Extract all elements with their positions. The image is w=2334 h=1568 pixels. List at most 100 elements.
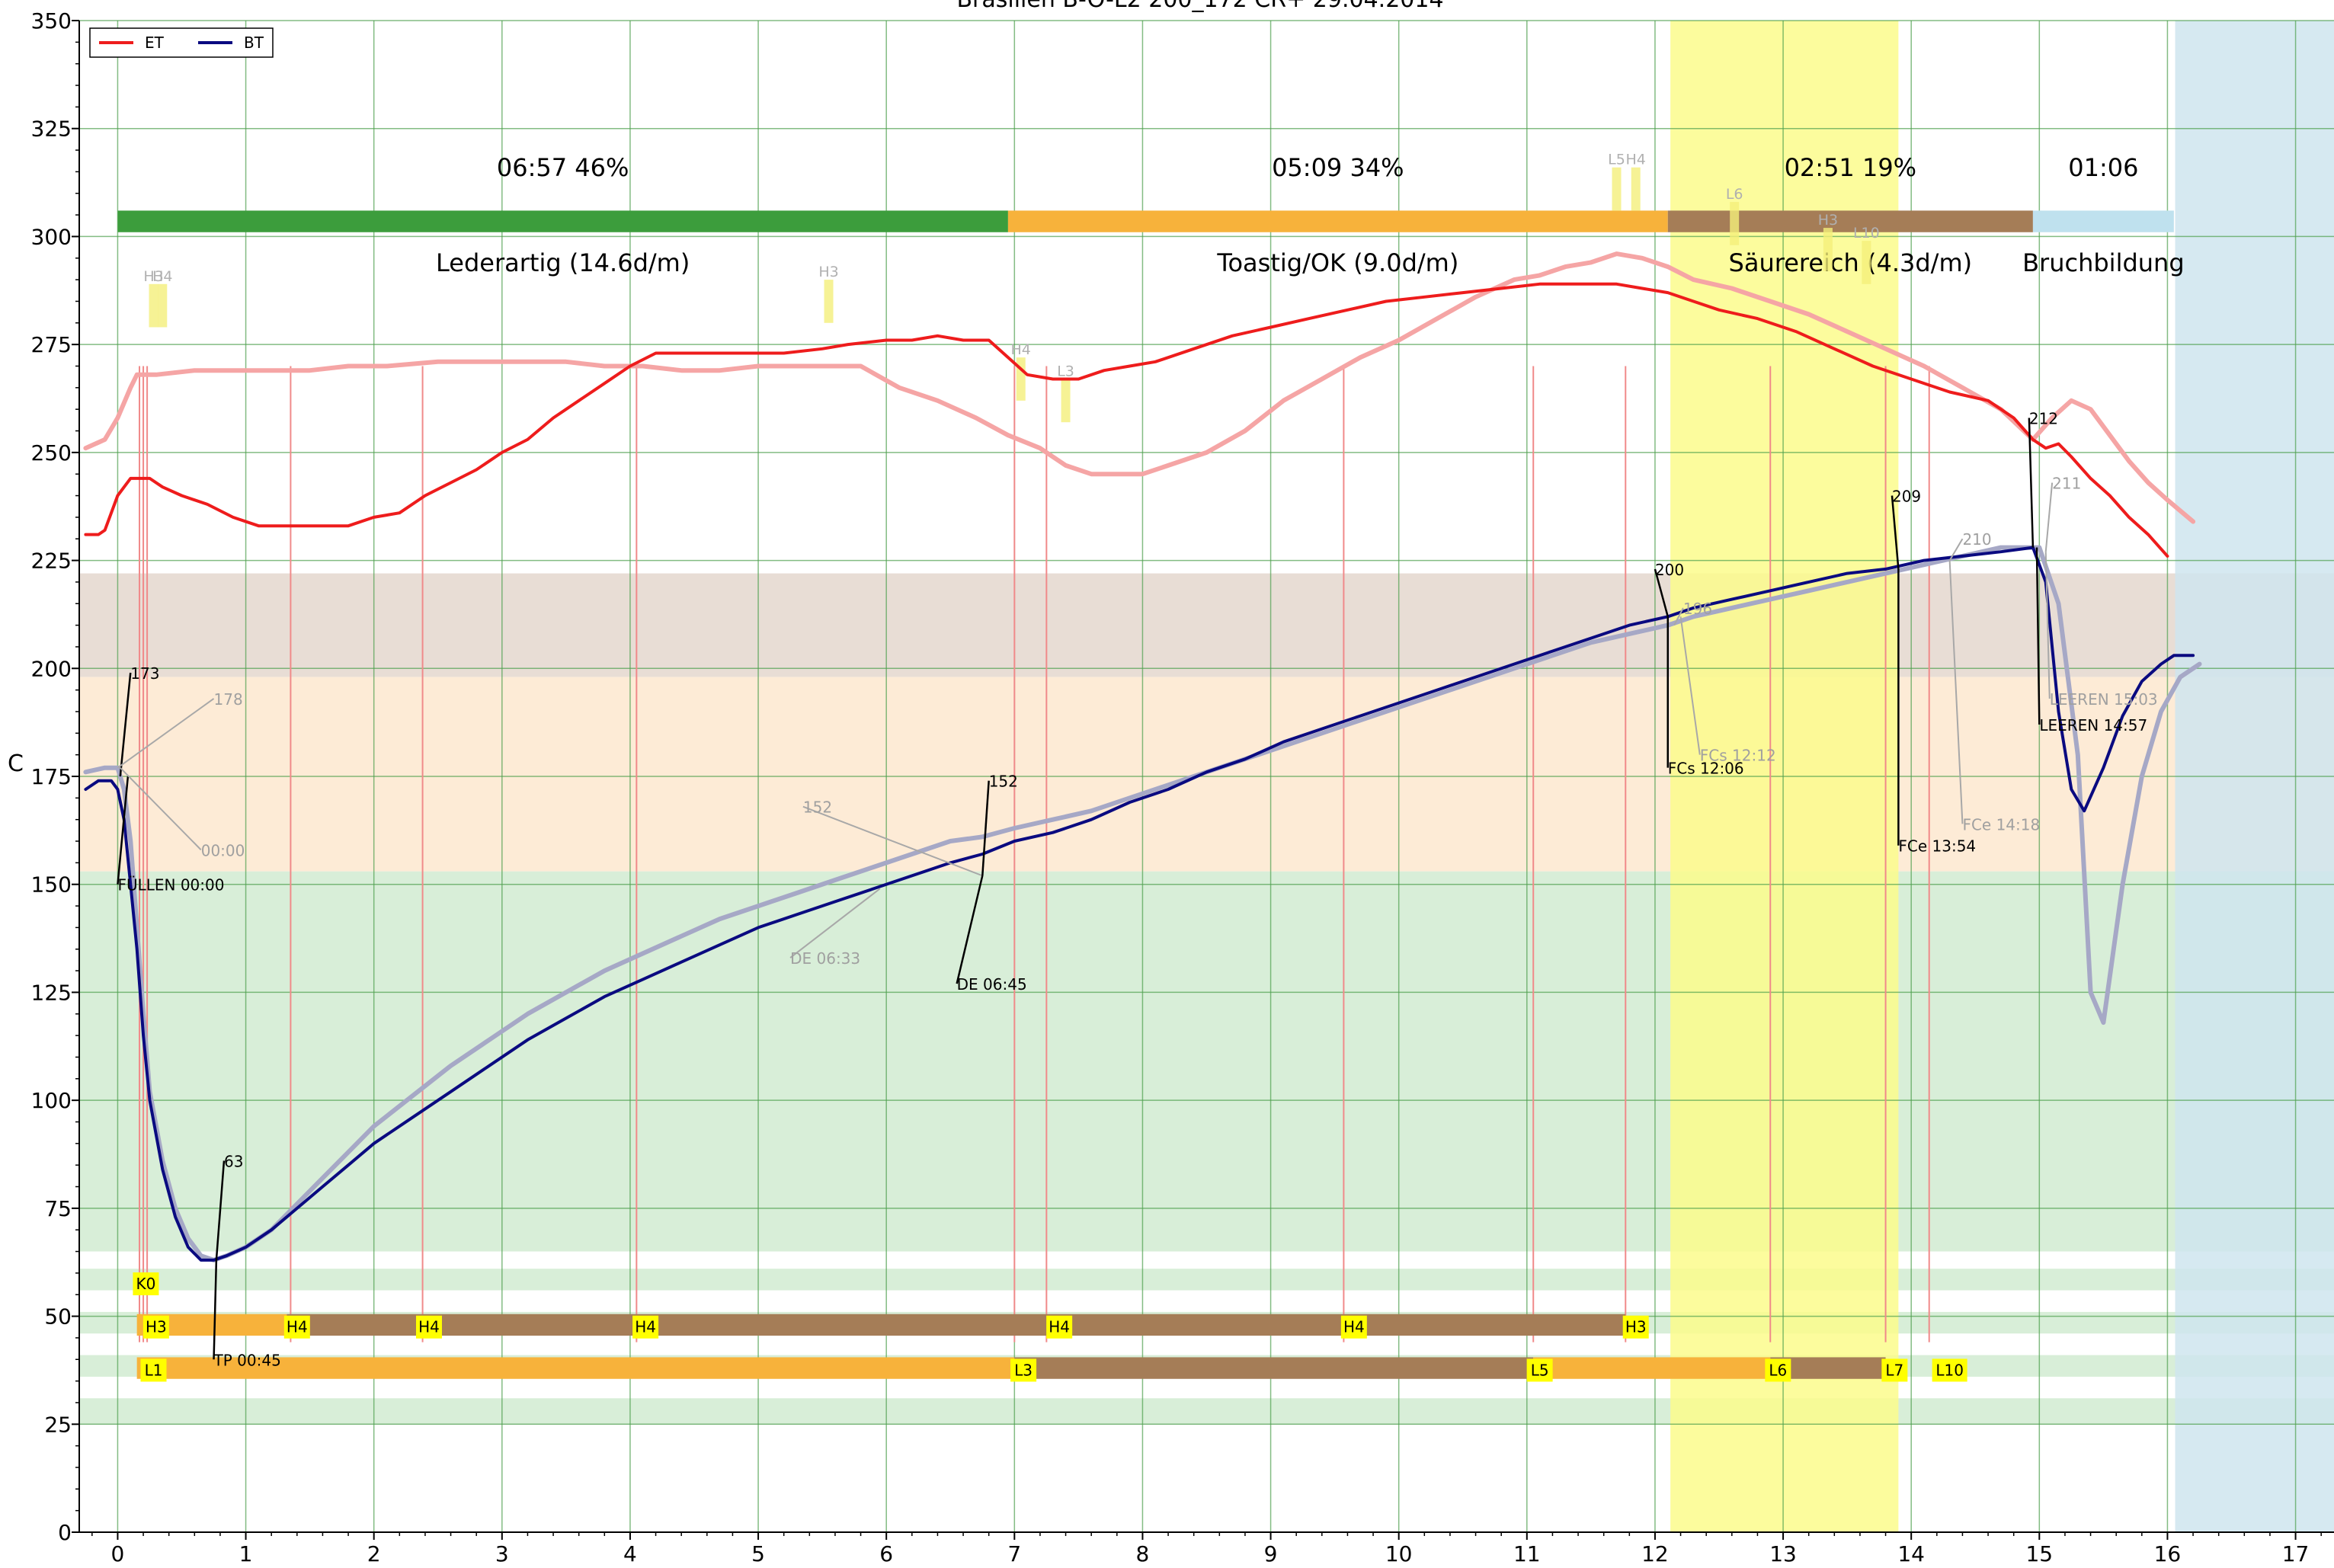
annotation-label: FÜLLEN 00:00 [117,876,224,894]
y-tick-label: 250 [31,440,72,466]
annotation-leader [1673,607,1684,626]
y-tick-label: 300 [31,224,72,249]
profile-marker-label: L10 [1853,225,1880,242]
annotation-label: DE 06:33 [790,949,860,968]
annotation-label: 212 [2029,410,2058,428]
annotation-leader [2044,552,2051,699]
y-tick-label: 75 [44,1196,72,1221]
event-bars [136,1314,1886,1379]
annotation-leader [981,780,990,876]
legend: ET BT [89,27,274,58]
annotation-label: 178 [214,690,243,709]
event-tag-label: H4 [1049,1318,1070,1336]
profile-marker-bar [1612,167,1622,211]
x-tick-label: 15 [2025,1541,2053,1566]
profile-marker-label: H3 [818,264,838,280]
y-tick-label: 175 [31,764,72,789]
event-tag-label: H3 [1625,1318,1647,1336]
annotation-leader [1948,560,1964,824]
chart-title: Brasilien B-O-L2 200_172 CR+ 29.04.2014 [956,0,1443,13]
annotation-label: 210 [1962,530,1991,549]
annotation-leader [1891,495,1900,570]
series-lines [83,251,2202,1262]
x-tick-label: 16 [2154,1541,2182,1566]
event-tag-label: H4 [287,1318,308,1336]
profile-marker-bar [824,280,834,323]
event-bar-segment [1014,1357,1534,1379]
annotation-label: 211 [2052,475,2081,493]
profile-marker-bar [1631,167,1641,211]
annotation-leader [2028,418,2035,548]
profile-marker-bar [1730,202,1740,245]
event-tag-label: L6 [1769,1361,1787,1379]
x-tick-label: 5 [751,1541,765,1566]
y-axis-label: C [8,750,24,777]
x-tick-label: 17 [2282,1541,2310,1566]
event-bar-segment [287,1314,1626,1336]
axes: 0255075100125150175200225250275300325350… [31,8,2334,1566]
profile-marker-bar [1862,241,1871,284]
series-line-bt [84,546,2195,1262]
event-tag-label: L5 [1531,1361,1549,1379]
phase-duration-label: 02:51 19% [1785,153,1917,182]
annotation-label: TP 00:45 [213,1351,281,1369]
profile-marker-label: H4 [1626,152,1646,168]
event-tag-label: K0 [136,1275,156,1293]
annotation-label: FCs 12:12 [1700,747,1776,765]
y-tick-label: 0 [58,1520,72,1545]
annotation-leader [956,875,984,984]
temperature-band [79,573,2334,677]
phase-bar: 06:57 46% Lederartig (14.6d/m) 05:09 34% To… [117,153,2185,277]
y-tick-label: 100 [31,1088,72,1113]
profile-marker-bar [158,283,168,328]
annotation-label: 63 [224,1153,243,1171]
x-tick-label: 12 [1641,1541,1669,1566]
annotation-leader [802,805,983,877]
event-tag-label: H4 [418,1318,440,1336]
x-tick-label: 7 [1007,1541,1021,1566]
profile-marker-bar [1061,379,1071,423]
annotation-leader [120,766,202,851]
y-tick-label: 125 [31,980,72,1005]
profile-marker-bar [1016,357,1026,401]
annotation-label: FCe 14:18 [1962,815,2040,834]
profile-marker-label: L5 [1608,152,1625,168]
x-tick-label: 10 [1385,1541,1413,1566]
annotation-label: 173 [130,664,159,683]
event-tag-box [1526,1358,1553,1382]
phase-segment [1007,210,1668,232]
annotation-label: LEEREN 15:03 [2050,690,2158,709]
event-tag-box [1010,1358,1037,1382]
temperature-band [79,1398,2334,1425]
y-tick-label: 275 [31,332,72,357]
phase-segment [2032,210,2174,232]
y-tick-label: 200 [31,656,72,681]
profile-marker-label: H3 [1818,212,1838,229]
event-tag-box [140,1358,167,1382]
phase-duration-label: 01:06 [2068,153,2138,182]
event-bar-segment [1533,1357,1771,1379]
x-tick-label: 0 [111,1541,125,1566]
event-tag-label: L7 [1885,1361,1903,1379]
series-line-et [84,282,2169,558]
annotation-leader [117,698,215,769]
event-tags: K0 H3 H4 H4 H4 H4 H4 H3 L1 L3 L5 L6 L7 L10 [133,1272,1967,1382]
event-tag-box [142,1315,169,1339]
x-tick-label: 14 [1897,1541,1925,1566]
temperature-bands [79,573,2334,1425]
annotation-label: DE 06:45 [957,975,1027,994]
annotation-leader [1679,616,1701,755]
annotation-leader [117,776,130,885]
phase-duration-label: 05:09 34% [1272,153,1404,182]
event-tag-box [1046,1315,1073,1339]
event-tag-label: H4 [1343,1318,1365,1336]
y-tick-label: 150 [31,872,72,898]
x-tick-label: 3 [495,1541,509,1566]
x-tick-label: 8 [1136,1541,1150,1566]
event-tag-box [1622,1315,1649,1339]
profile-marker-label: L6 [1726,186,1743,203]
annotations: 173 FÜLLEN 00:00 178 00:00 63 TP 00:45 152 DE 0… [117,410,2158,1369]
annotation-leader [2035,547,2041,725]
annotation-label: FCe 13:54 [1898,837,1976,856]
legend-label: BT [244,34,264,52]
